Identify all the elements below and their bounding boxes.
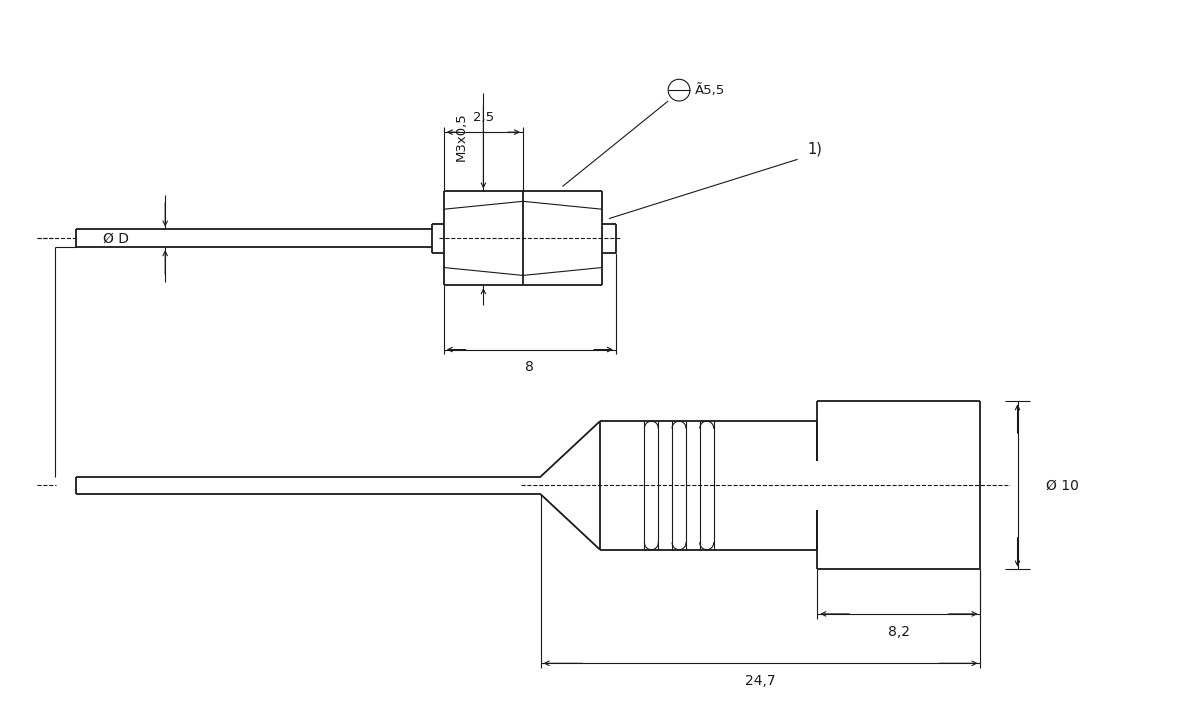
- Text: Ø D: Ø D: [103, 231, 128, 245]
- Text: 8,2: 8,2: [888, 625, 910, 638]
- Text: Ø 10: Ø 10: [1045, 479, 1079, 493]
- Text: 1): 1): [808, 142, 822, 157]
- Text: Ã5,5: Ã5,5: [695, 83, 725, 97]
- Text: 24,7: 24,7: [745, 674, 776, 688]
- Text: M3x0,5: M3x0,5: [455, 112, 468, 161]
- Text: 2,5: 2,5: [473, 111, 494, 124]
- Text: 8: 8: [526, 361, 534, 374]
